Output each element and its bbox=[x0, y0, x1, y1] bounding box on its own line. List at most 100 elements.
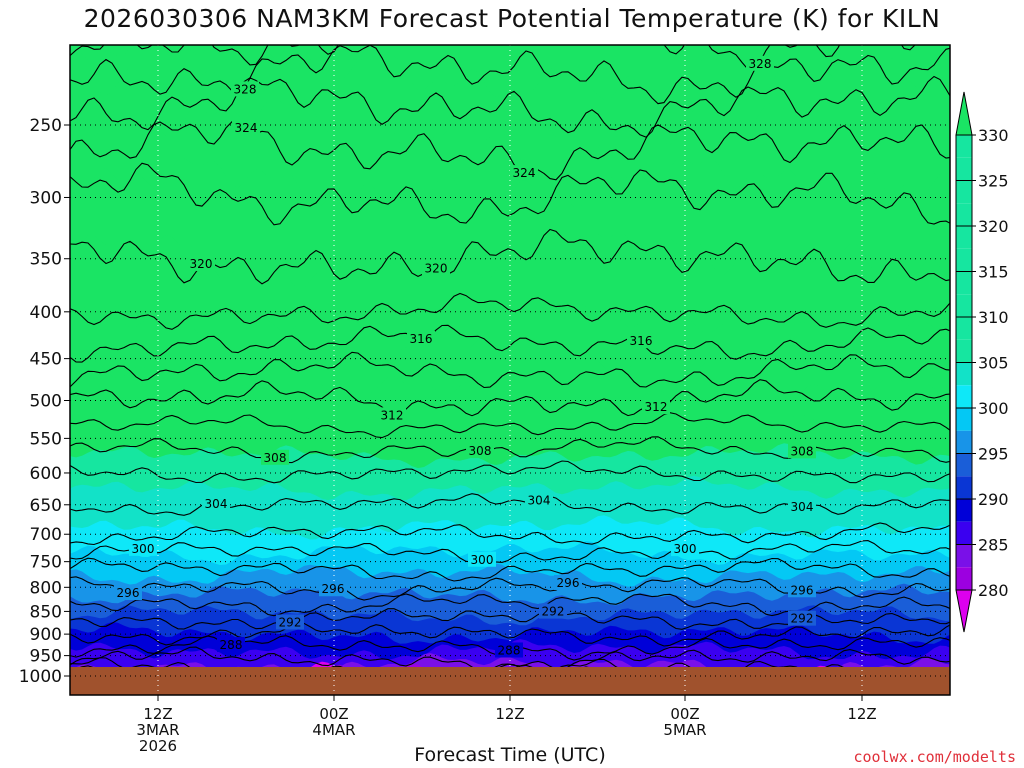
colorbar-label: 300 bbox=[978, 399, 1009, 418]
contour-label: 320 bbox=[425, 262, 448, 276]
colorbar-cell bbox=[956, 294, 972, 317]
contour-line bbox=[70, 379, 950, 417]
contour-label-bg bbox=[746, 55, 774, 71]
contour-label-bg bbox=[468, 551, 496, 567]
contour-label-bg bbox=[642, 399, 670, 415]
y-tick-label: 900 bbox=[30, 625, 62, 645]
colorbar-cell bbox=[956, 339, 972, 363]
contour-label: 300 bbox=[132, 542, 155, 556]
colorbar-cell bbox=[956, 385, 972, 408]
colorbar-cell bbox=[956, 157, 972, 181]
contour-line bbox=[70, 292, 950, 330]
colorbar-label: 315 bbox=[978, 263, 1009, 282]
contour-label-bg bbox=[187, 256, 215, 272]
contour-label-bg bbox=[495, 642, 523, 658]
chart-title: 2026030306 NAM3KM Forecast Potential Tem… bbox=[83, 4, 941, 33]
contour-label: 300 bbox=[471, 553, 494, 567]
colorbar-label: 285 bbox=[978, 536, 1009, 555]
contour-label: 328 bbox=[749, 57, 772, 71]
contour-label-bg bbox=[129, 540, 157, 556]
y-tick-label: 400 bbox=[30, 303, 62, 323]
contour-label: 312 bbox=[381, 408, 404, 422]
x-tick-label: 12Z bbox=[847, 705, 876, 723]
y-tick-label: 500 bbox=[30, 392, 62, 412]
colorbar-label: 295 bbox=[978, 445, 1009, 464]
x-tick-label: 4MAR bbox=[312, 721, 355, 739]
colorbar-cell bbox=[956, 203, 972, 226]
contour-label-bg bbox=[510, 165, 538, 181]
contour-label-bg bbox=[231, 81, 259, 97]
contour-label: 308 bbox=[791, 444, 814, 458]
colorbar-cell bbox=[956, 226, 972, 249]
colorbar-label: 305 bbox=[978, 354, 1009, 373]
contour-line bbox=[70, 45, 950, 105]
colorbar-cell bbox=[956, 476, 972, 499]
contour-label-bg bbox=[788, 582, 816, 598]
contour-label: 300 bbox=[674, 542, 697, 556]
source-credit: coolwx.com/modelts bbox=[853, 748, 1016, 766]
y-tick-label: 800 bbox=[30, 578, 62, 598]
y-tick-label: 700 bbox=[30, 525, 62, 545]
contour-label-bg bbox=[671, 541, 699, 557]
colorbar-label: 280 bbox=[978, 581, 1009, 600]
contour-line bbox=[70, 540, 950, 563]
contour-label: 324 bbox=[513, 166, 536, 180]
contour-label: 308 bbox=[469, 444, 492, 458]
colorbar-label: 290 bbox=[978, 490, 1009, 509]
contour-label-bg bbox=[217, 637, 245, 653]
colorbar-label: 325 bbox=[978, 172, 1009, 191]
contour-label-bg bbox=[232, 120, 260, 136]
contour-label-bg bbox=[788, 443, 816, 459]
colorbar-label: 320 bbox=[978, 217, 1009, 236]
colorbar-cell bbox=[956, 248, 972, 272]
contour-label: 296 bbox=[557, 576, 580, 590]
contour-label: 304 bbox=[791, 500, 814, 514]
x-tick-label: 5MAR bbox=[663, 721, 706, 739]
contour-label-bg bbox=[261, 449, 289, 465]
contour-line bbox=[70, 121, 950, 181]
x-tick-label: 00Z bbox=[670, 705, 699, 723]
contour-label-bg bbox=[319, 581, 347, 597]
y-tick-label: 450 bbox=[30, 350, 62, 370]
x-tick-label: 00Z bbox=[319, 705, 348, 723]
contour-label: 312 bbox=[645, 400, 668, 414]
colorbar-label: 310 bbox=[978, 308, 1009, 327]
contour-label: 316 bbox=[410, 332, 433, 346]
colorbar-cell bbox=[956, 453, 972, 477]
x-tick-label: 12Z bbox=[495, 705, 524, 723]
y-tick-label: 1000 bbox=[19, 667, 62, 687]
colorbar-cell bbox=[956, 430, 972, 454]
contour-label-bg bbox=[788, 499, 816, 515]
contour-line bbox=[70, 622, 950, 647]
x-tick-label: 3MAR bbox=[136, 721, 179, 739]
contour-label: 328 bbox=[234, 82, 257, 96]
contour-label: 308 bbox=[264, 451, 287, 465]
contour-label: 292 bbox=[279, 615, 302, 629]
colorbar-max-arrow bbox=[955, 91, 973, 136]
contour-label-bg bbox=[525, 492, 553, 508]
contour-label-bg bbox=[554, 574, 582, 590]
contour-label: 292 bbox=[542, 605, 565, 619]
contour-label: 288 bbox=[498, 643, 521, 657]
contour-label: 304 bbox=[528, 493, 551, 507]
colorbar-cell bbox=[956, 567, 972, 590]
x-tick-label: 2026 bbox=[139, 737, 177, 755]
contour-label: 296 bbox=[791, 583, 814, 597]
contour-label: 324 bbox=[235, 121, 258, 135]
y-tick-label: 850 bbox=[30, 602, 62, 622]
contour-label-bg bbox=[202, 495, 230, 511]
contour-line bbox=[70, 228, 950, 285]
colorbar-label: 330 bbox=[978, 126, 1009, 145]
contour-line bbox=[70, 324, 950, 363]
theta-fill-bands bbox=[70, 45, 950, 695]
contour-label-bg bbox=[276, 614, 304, 630]
colorbar-cell bbox=[956, 521, 972, 545]
contour-line bbox=[70, 351, 950, 389]
x-tick-label: 12Z bbox=[143, 705, 172, 723]
colorbar-cell bbox=[956, 135, 972, 158]
colorbar-min-arrow bbox=[955, 589, 973, 633]
contour-line bbox=[70, 460, 950, 484]
